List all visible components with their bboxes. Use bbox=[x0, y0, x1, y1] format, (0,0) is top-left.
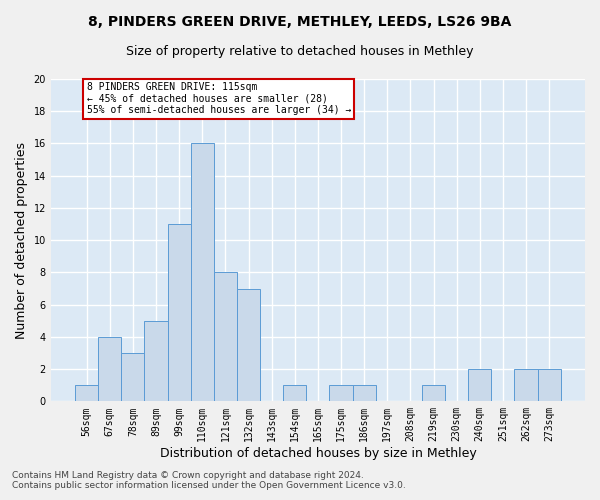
Bar bbox=[283, 385, 307, 402]
Bar bbox=[167, 224, 191, 402]
Bar bbox=[538, 369, 561, 402]
Text: 8, PINDERS GREEN DRIVE, METHLEY, LEEDS, LS26 9BA: 8, PINDERS GREEN DRIVE, METHLEY, LEEDS, … bbox=[88, 15, 512, 29]
Bar bbox=[329, 385, 353, 402]
Bar bbox=[214, 272, 237, 402]
Bar bbox=[422, 385, 445, 402]
Bar bbox=[468, 369, 491, 402]
Bar bbox=[98, 337, 121, 402]
Text: Size of property relative to detached houses in Methley: Size of property relative to detached ho… bbox=[126, 45, 474, 58]
X-axis label: Distribution of detached houses by size in Methley: Distribution of detached houses by size … bbox=[160, 447, 476, 460]
Bar bbox=[145, 321, 167, 402]
Bar bbox=[191, 144, 214, 402]
Bar bbox=[75, 385, 98, 402]
Bar bbox=[121, 353, 145, 402]
Y-axis label: Number of detached properties: Number of detached properties bbox=[15, 142, 28, 338]
Text: Contains HM Land Registry data © Crown copyright and database right 2024.
Contai: Contains HM Land Registry data © Crown c… bbox=[12, 470, 406, 490]
Bar bbox=[353, 385, 376, 402]
Bar bbox=[237, 288, 260, 402]
Text: 8 PINDERS GREEN DRIVE: 115sqm
← 45% of detached houses are smaller (28)
55% of s: 8 PINDERS GREEN DRIVE: 115sqm ← 45% of d… bbox=[86, 82, 351, 116]
Bar bbox=[514, 369, 538, 402]
